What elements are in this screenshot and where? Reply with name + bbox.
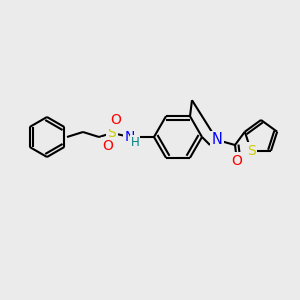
Text: O: O: [111, 113, 122, 127]
Text: S: S: [247, 144, 255, 158]
Text: O: O: [103, 139, 113, 153]
Text: N: N: [212, 133, 222, 148]
Text: N: N: [125, 130, 135, 144]
Text: O: O: [232, 154, 242, 168]
Text: S: S: [108, 126, 116, 140]
Text: H: H: [130, 136, 140, 148]
